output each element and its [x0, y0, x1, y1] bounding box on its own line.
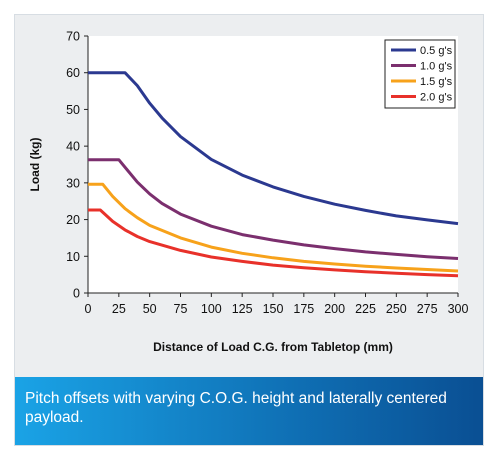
- y-tick-label: 0: [73, 287, 80, 301]
- x-tick-label: 100: [201, 302, 222, 316]
- series-line-1: [88, 71, 459, 226]
- legend-label-4: 2.0 g's: [420, 92, 453, 104]
- x-tick-label: 25: [112, 302, 126, 316]
- x-tick-label: 150: [263, 302, 284, 316]
- legend-label-1: 0.5 g's: [420, 45, 453, 57]
- y-tick-label: 50: [66, 103, 80, 117]
- series-line-3: [88, 182, 459, 273]
- x-tick-label: 275: [417, 302, 438, 316]
- y-tick-label: 40: [66, 140, 80, 154]
- y-tick-label: 60: [66, 66, 80, 80]
- x-tick-label: 225: [355, 302, 376, 316]
- series-line-2: [88, 158, 459, 260]
- x-tick-label: 200: [324, 302, 345, 316]
- x-tick-label: 300: [448, 302, 469, 316]
- chart-frame: 0 10 20 30 40 50 60 70 0 25 50 75 100 125 150 175 200 225…: [14, 14, 484, 446]
- x-tick-label: 50: [143, 302, 157, 316]
- y-tick-label: 10: [66, 250, 80, 264]
- legend-label-2: 1.0 g's: [420, 61, 453, 73]
- x-axis-title: Distance of Load C.G. from Tabletop (mm): [153, 340, 393, 354]
- chart-caption: Pitch offsets with varying C.O.G. height…: [15, 377, 483, 445]
- y-tick-label: 30: [66, 176, 80, 190]
- chart-area: 0 10 20 30 40 50 60 70 0 25 50 75 100 125 150 175 200 225…: [15, 15, 485, 377]
- x-tick-label: 0: [85, 302, 92, 316]
- series-line-4: [88, 208, 459, 278]
- x-tick-label: 250: [386, 302, 407, 316]
- x-tick-label: 75: [174, 302, 188, 316]
- x-tick-label: 125: [232, 302, 253, 316]
- x-tick-label: 175: [293, 302, 314, 316]
- load-chart: 0 10 20 30 40 50 60 70 0 25 50 75 100 125 150 175 200 225…: [28, 30, 469, 355]
- y-tick-label: 70: [66, 30, 80, 44]
- y-axis-title: Load (kg): [28, 138, 42, 192]
- y-tick-label: 20: [66, 213, 80, 227]
- legend-label-3: 1.5 g's: [420, 76, 453, 88]
